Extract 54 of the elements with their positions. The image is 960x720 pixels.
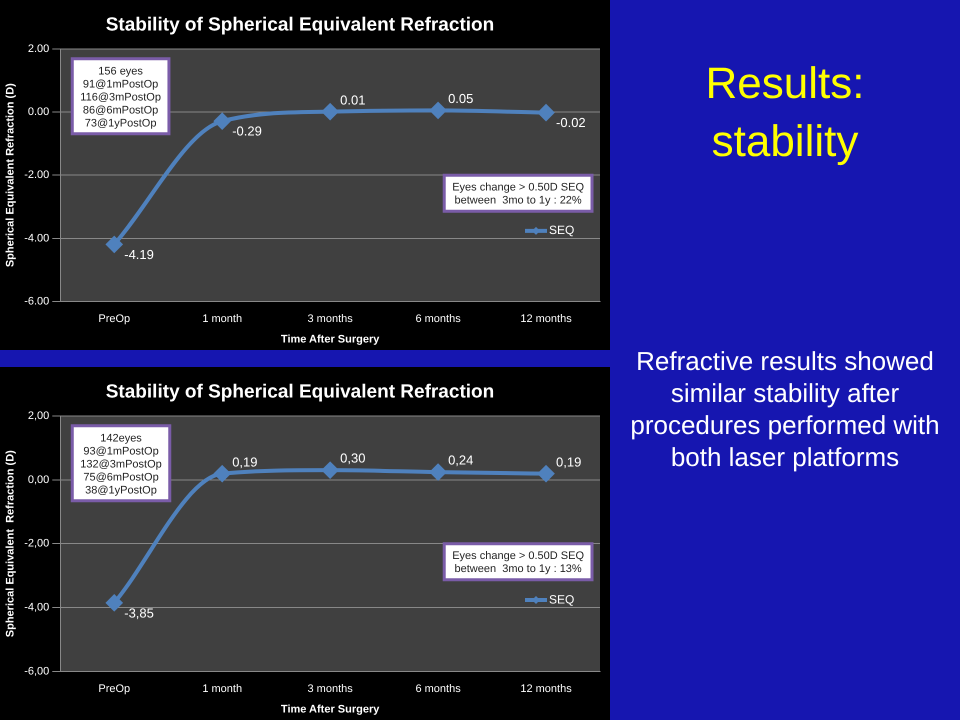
annotation: 142eyes 93@1mPostOp 132@3mPostOp 75@6mPostOp 38@1yPostOp [80,432,162,496]
x-tick-label: 1 month [202,313,242,326]
y-tick-label: 2.00 [28,42,50,55]
x-axis-title: Time After Surgery [280,703,380,716]
data-label: -0.02 [556,115,586,130]
chart-title: Stability of Spherical Equivalent Refraction [106,382,494,403]
data-label: 0,24 [448,452,474,468]
y-tick-label: -2,00 [24,538,50,550]
data-label: 0,19 [556,454,582,470]
x-tick-label: PreOp [98,683,130,696]
chart-title: Stability of Spherical Equivalent Refraction [106,14,494,36]
y-axis-title: Spherical Equivalent Refraction (D) [4,82,17,268]
point [214,466,230,482]
point [322,104,338,120]
data-label: 0,19 [232,454,258,470]
y-tick-label: 0.00 [28,106,50,118]
text: Refractive results showed similar stability after procedures performed with both laser platforms [630,345,940,473]
point [322,462,338,478]
y-tick-label: 2,00 [28,410,50,422]
y-tick-label: -4.00 [24,232,50,244]
x-tick-label: 12 months [520,313,572,326]
x-tick-label: 6 months [415,313,462,326]
point [106,236,122,252]
x-tick-label: 3 months [308,313,354,326]
legend-label: SEQ [549,223,574,238]
data-label: -3,85 [124,605,154,620]
y-tick-label: -2.00 [24,169,50,182]
x-tick-label: 12 months [520,683,572,696]
data-label: -0.29 [232,124,262,139]
data-label: 0.05 [448,91,474,106]
point [430,102,446,118]
annotation: Eyes change > 0.50D SEQ between 3mo to 1y : 13% [452,550,584,576]
y-tick-label: -6,00 [24,666,50,678]
x-tick-label: 1 month [202,683,242,696]
y-tick-label: -4,00 [24,602,50,614]
x-tick-label: 6 months [415,683,462,696]
point [538,466,554,482]
point [106,594,122,611]
y-axis-title: Spherical Equivalent Refraction (D) [4,450,17,638]
point [214,113,230,130]
point [538,104,554,121]
y-tick-label: -6.00 [24,296,50,308]
data-label: -4.19 [124,246,154,262]
x-axis-title: Time After Surgery [280,333,380,346]
text: Results: stability [704,58,866,168]
annotation: 156 eyes 91@1mPostOp 116@3mPostOp 86@6mPostOp 73@1yPostOp [80,65,161,130]
data-label: 0,30 [340,450,366,466]
x-tick-label: 3 months [308,683,354,696]
x-tick-label: PreOp [98,313,130,326]
data-label: 0.01 [340,92,366,108]
legend-label: SEQ [549,592,574,606]
point [430,464,446,480]
y-tick-label: 0,00 [28,474,50,486]
annotation: Eyes change > 0.50D SEQ between 3mo to 1y : 22% [452,182,584,207]
